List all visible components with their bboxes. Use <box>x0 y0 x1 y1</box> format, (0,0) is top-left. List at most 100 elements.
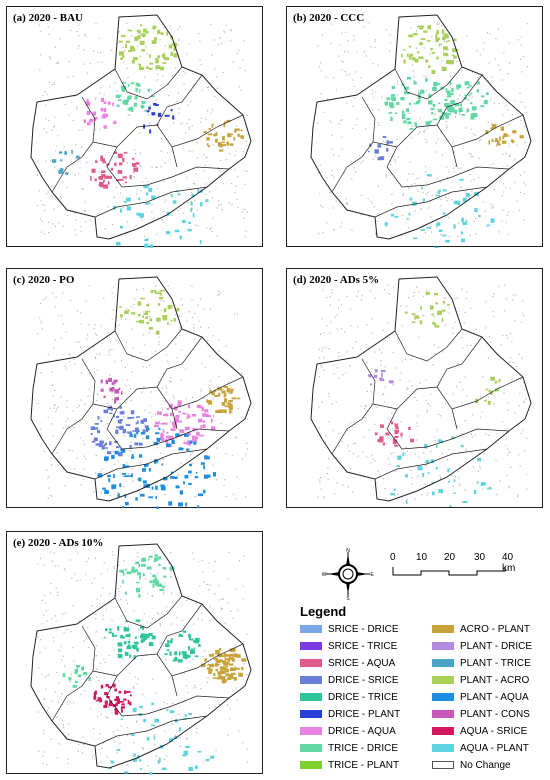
district-boundary <box>374 186 488 218</box>
no-change-pixel <box>225 453 227 455</box>
no-change-pixel <box>125 402 127 404</box>
no-change-pixel <box>419 131 421 133</box>
map-panel-ccc: (b) 2020 - CCC <box>286 6 543 248</box>
no-change-pixel <box>73 163 75 165</box>
no-change-pixel <box>238 559 241 562</box>
no-change-pixel <box>232 61 234 63</box>
land-change-patch <box>175 433 180 437</box>
no-change-pixel <box>459 113 461 115</box>
no-change-pixel <box>102 126 105 128</box>
land-change-patch <box>151 195 156 200</box>
land-change-patch <box>436 30 439 34</box>
land-change-patch <box>208 668 213 671</box>
no-change-pixel <box>50 464 53 466</box>
no-change-pixel <box>353 97 356 99</box>
no-change-pixel <box>337 307 339 309</box>
no-change-pixel <box>411 483 413 485</box>
no-change-pixel <box>220 159 222 162</box>
no-change-pixel <box>331 292 333 294</box>
land-change-patch <box>221 390 226 394</box>
land-change-patch <box>137 314 140 317</box>
no-change-pixel <box>410 358 412 360</box>
no-change-pixel <box>151 89 153 91</box>
land-change-patch <box>191 414 197 417</box>
no-change-pixel <box>132 172 134 174</box>
no-change-pixel <box>440 476 442 479</box>
land-change-patch <box>104 456 108 461</box>
no-change-pixel <box>342 374 344 376</box>
no-change-pixel <box>94 371 96 374</box>
no-change-pixel <box>56 757 58 759</box>
land-change-patch <box>138 564 141 568</box>
land-change-patch <box>163 422 168 425</box>
no-change-pixel <box>147 593 149 595</box>
no-change-pixel <box>48 119 50 122</box>
land-change-patch <box>140 768 143 770</box>
land-change-patch <box>159 292 162 296</box>
no-change-pixel <box>171 723 173 725</box>
legend-item: PLANT - ACRO <box>432 673 529 687</box>
no-change-pixel <box>432 364 434 366</box>
no-change-pixel <box>505 105 507 107</box>
legend-title: Legend <box>300 604 347 619</box>
no-change-pixel <box>411 477 413 479</box>
land-change-patch <box>128 701 132 706</box>
no-change-pixel <box>229 413 231 415</box>
no-change-pixel <box>85 573 87 575</box>
land-change-patch <box>117 626 120 631</box>
land-change-patch <box>151 112 156 116</box>
no-change-pixel <box>433 316 435 318</box>
no-change-pixel <box>507 211 510 213</box>
no-change-pixel <box>411 125 413 127</box>
no-change-pixel <box>163 701 165 703</box>
land-change-patch <box>484 399 487 402</box>
no-change-pixel <box>170 235 172 237</box>
land-change-patch <box>434 293 438 296</box>
no-change-pixel <box>365 343 368 345</box>
district-boundary <box>156 114 244 148</box>
district-boundary <box>171 146 178 168</box>
land-change-patch <box>474 489 477 495</box>
no-change-pixel <box>84 201 86 203</box>
no-change-pixel <box>188 119 190 121</box>
land-change-patch <box>446 106 452 110</box>
no-change-pixel <box>43 698 45 700</box>
land-change-patch <box>114 450 119 455</box>
no-change-pixel <box>111 712 113 714</box>
no-change-pixel <box>349 73 351 75</box>
no-change-pixel <box>506 474 508 476</box>
no-change-pixel <box>454 116 457 118</box>
land-change-patch <box>138 594 141 598</box>
land-change-patch <box>117 493 120 497</box>
land-change-patch <box>161 767 167 770</box>
land-change-patch <box>160 436 164 438</box>
no-change-pixel <box>224 478 226 481</box>
no-change-pixel <box>445 166 448 168</box>
no-change-pixel <box>212 144 214 146</box>
no-change-pixel <box>218 585 220 587</box>
no-change-pixel <box>323 357 325 359</box>
legend-item: DRICE - PLANT <box>300 707 400 721</box>
no-change-pixel <box>469 307 472 309</box>
land-change-patch <box>224 653 226 658</box>
district-boundary <box>106 675 230 717</box>
no-change-pixel <box>102 615 104 617</box>
no-change-pixel <box>178 38 180 40</box>
no-change-pixel <box>142 108 144 110</box>
land-change-patch <box>444 33 449 39</box>
compass-s: S <box>346 596 350 600</box>
land-change-patch <box>178 420 183 423</box>
no-change-pixel <box>416 439 418 441</box>
land-change-patch <box>99 699 103 703</box>
no-change-pixel <box>396 94 398 96</box>
no-change-pixel <box>158 613 160 615</box>
no-change-pixel <box>63 146 65 148</box>
no-change-pixel <box>66 400 68 402</box>
no-change-pixel <box>128 625 130 627</box>
no-change-pixel <box>218 375 220 378</box>
no-change-pixel <box>352 452 354 454</box>
land-change-patch <box>154 557 159 562</box>
land-change-patch <box>207 400 213 405</box>
no-change-pixel <box>214 705 216 708</box>
land-change-patch <box>166 443 171 448</box>
